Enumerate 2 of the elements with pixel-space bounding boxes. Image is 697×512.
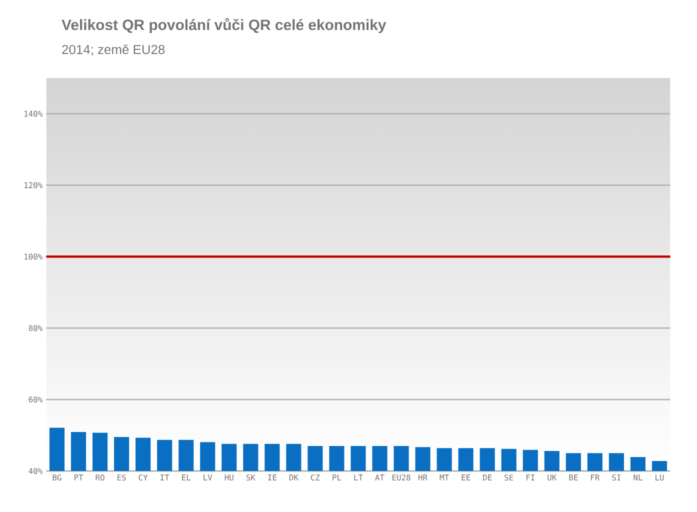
chart-title: Velikost QR povolání vůči QR celé ekonomiky — [62, 18, 386, 34]
chart-subtitle: 2014; země EU28 — [62, 44, 165, 56]
